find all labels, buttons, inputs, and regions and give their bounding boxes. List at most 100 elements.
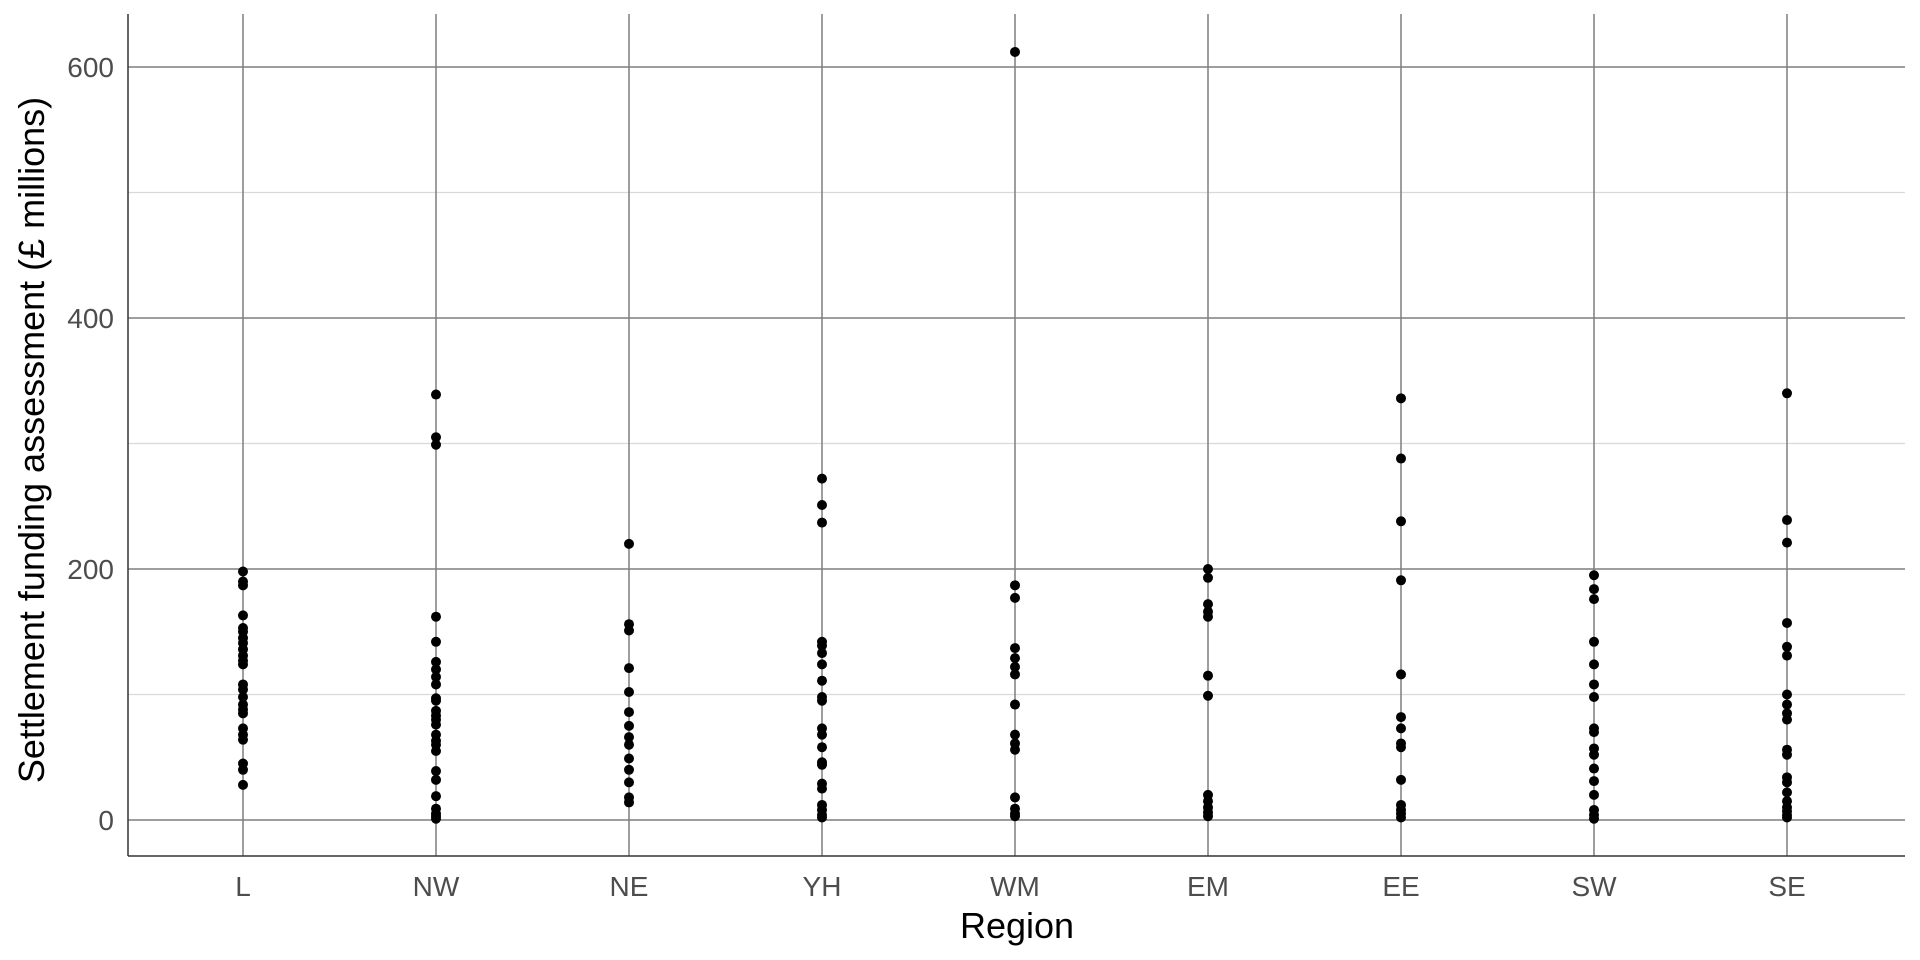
x-tick-labels: L NW NE YH WM EM EE SW SE: [235, 871, 1805, 902]
data-point-se: [1782, 777, 1792, 788]
data-point-yh: [817, 695, 827, 706]
data-point-se: [1782, 537, 1792, 548]
y-axis-title: Settlement funding assessment (£ million…: [11, 97, 52, 783]
data-point-ee: [1396, 453, 1406, 464]
data-point-sw: [1589, 789, 1599, 800]
data-point-wm: [1010, 811, 1020, 822]
x-tick-label: EM: [1187, 871, 1229, 902]
data-point-em: [1203, 670, 1213, 681]
data-point-se: [1782, 714, 1792, 725]
data-point-se: [1782, 515, 1792, 526]
data-point-wm: [1010, 792, 1020, 803]
data-point-wm: [1010, 729, 1020, 740]
data-point-sw: [1589, 594, 1599, 605]
data-point-ne: [624, 732, 634, 743]
data-point-se: [1782, 787, 1792, 798]
data-point-yh: [817, 812, 827, 823]
x-tick-label: WM: [990, 871, 1040, 902]
data-point-nw: [431, 432, 441, 443]
data-point-ne: [624, 707, 634, 718]
data-point-wm: [1010, 699, 1020, 710]
data-point-ne: [624, 797, 634, 808]
data-point-l: [238, 779, 248, 790]
data-point-sw: [1589, 749, 1599, 760]
data-point-yh: [817, 517, 827, 528]
data-point-em: [1203, 599, 1213, 610]
data-point-l: [238, 708, 248, 719]
data-point-l: [238, 580, 248, 591]
data-point-ee: [1396, 812, 1406, 823]
data-point-yh: [817, 742, 827, 753]
data-point-se: [1782, 689, 1792, 700]
data-point-sw: [1589, 763, 1599, 774]
data-point-nw: [431, 719, 441, 730]
data-point-ee: [1396, 774, 1406, 785]
data-point-yh: [817, 729, 827, 740]
data-point-ne: [624, 777, 634, 788]
data-point-ne: [624, 538, 634, 549]
data-point-em: [1203, 811, 1213, 822]
data-point-yh: [817, 473, 827, 484]
data-point-nw: [431, 656, 441, 667]
data-point-l: [238, 734, 248, 745]
x-tick-label: EE: [1382, 871, 1419, 902]
y-tick-label: 400: [67, 303, 114, 334]
data-point-l: [238, 684, 248, 695]
data-point-yh: [817, 648, 827, 659]
x-tick-label: NE: [610, 871, 649, 902]
data-point-se: [1782, 650, 1792, 661]
data-point-wm: [1010, 580, 1020, 591]
data-point-se: [1782, 699, 1792, 710]
x-axis-title: Region: [960, 905, 1074, 946]
y-tick-label: 600: [67, 52, 114, 83]
data-point-wm: [1010, 643, 1020, 654]
data-point-nw: [431, 636, 441, 647]
data-point-ee: [1396, 742, 1406, 753]
data-point-sw: [1589, 727, 1599, 738]
axes: [127, 14, 1905, 857]
data-point-l: [238, 764, 248, 775]
data-point-ee: [1396, 575, 1406, 586]
data-point-ne: [624, 720, 634, 731]
data-point-sw: [1589, 636, 1599, 647]
data-point-l: [238, 692, 248, 703]
data-point-se: [1782, 641, 1792, 652]
data-point-wm: [1010, 653, 1020, 664]
data-point-se: [1782, 617, 1792, 628]
data-point-ne: [624, 686, 634, 697]
data-point-se: [1782, 812, 1792, 823]
data-point-em: [1203, 564, 1213, 574]
data-point-sw: [1589, 776, 1599, 787]
data-point-l: [238, 566, 248, 577]
data-point-ee: [1396, 516, 1406, 527]
data-point-ee: [1396, 669, 1406, 680]
data-point-l: [238, 659, 248, 670]
data-point-sw: [1589, 659, 1599, 670]
data-point-nw: [431, 766, 441, 777]
x-tick-label: YH: [803, 871, 842, 902]
data-point-em: [1203, 572, 1213, 583]
data-point-sw: [1589, 584, 1599, 595]
data-point-ee: [1396, 712, 1406, 723]
y-tick-labels: 0 200 400 600: [67, 52, 114, 836]
data-point-em: [1203, 611, 1213, 622]
data-point-ee: [1396, 723, 1406, 734]
data-point-ne: [624, 739, 634, 750]
data-point-nw: [431, 791, 441, 802]
x-tick-label: L: [235, 871, 251, 902]
data-point-nw: [431, 745, 441, 756]
data-point-sw: [1589, 679, 1599, 690]
data-points: [238, 46, 1792, 824]
data-point-nw: [431, 611, 441, 622]
grid-lines: [128, 14, 1905, 856]
data-point-wm: [1010, 592, 1020, 603]
x-tick-label: SW: [1571, 871, 1617, 902]
data-point-yh: [817, 640, 827, 651]
data-point-nw: [431, 389, 441, 400]
data-point-wm: [1010, 46, 1020, 57]
data-point-sw: [1589, 570, 1599, 581]
data-point-yh: [817, 675, 827, 686]
data-point-yh: [817, 783, 827, 794]
data-point-wm: [1010, 744, 1020, 755]
data-point-se: [1782, 388, 1792, 399]
